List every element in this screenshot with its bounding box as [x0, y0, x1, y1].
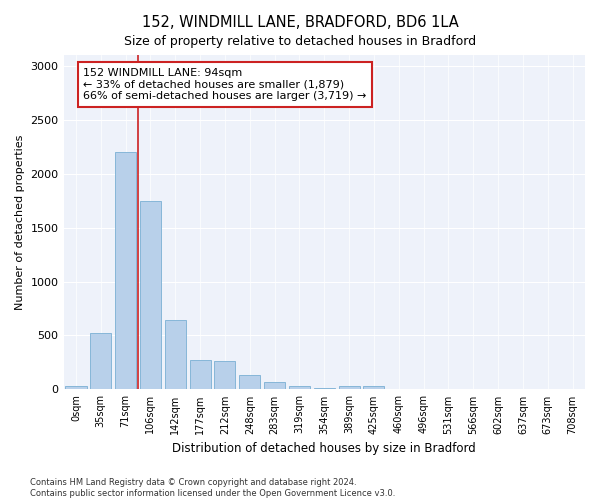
Text: Contains HM Land Registry data © Crown copyright and database right 2024.
Contai: Contains HM Land Registry data © Crown c…	[30, 478, 395, 498]
Bar	[190, 360, 211, 390]
Bar	[90, 334, 112, 390]
Text: Size of property relative to detached houses in Bradford: Size of property relative to detached ho…	[124, 35, 476, 48]
Bar	[239, 376, 260, 390]
Bar	[413, 389, 434, 390]
Bar	[140, 200, 161, 390]
Bar	[388, 389, 409, 390]
Y-axis label: Number of detached properties: Number of detached properties	[15, 134, 25, 310]
Bar	[264, 382, 285, 390]
Bar	[214, 361, 235, 390]
Bar	[289, 386, 310, 390]
Bar	[115, 152, 136, 390]
Text: 152, WINDMILL LANE, BRADFORD, BD6 1LA: 152, WINDMILL LANE, BRADFORD, BD6 1LA	[142, 15, 458, 30]
Bar	[314, 388, 335, 390]
Bar	[338, 386, 359, 390]
Bar	[364, 386, 385, 390]
Text: 152 WINDMILL LANE: 94sqm
← 33% of detached houses are smaller (1,879)
66% of sem: 152 WINDMILL LANE: 94sqm ← 33% of detach…	[83, 68, 367, 101]
Bar	[165, 320, 186, 390]
X-axis label: Distribution of detached houses by size in Bradford: Distribution of detached houses by size …	[172, 442, 476, 455]
Bar	[65, 386, 86, 390]
